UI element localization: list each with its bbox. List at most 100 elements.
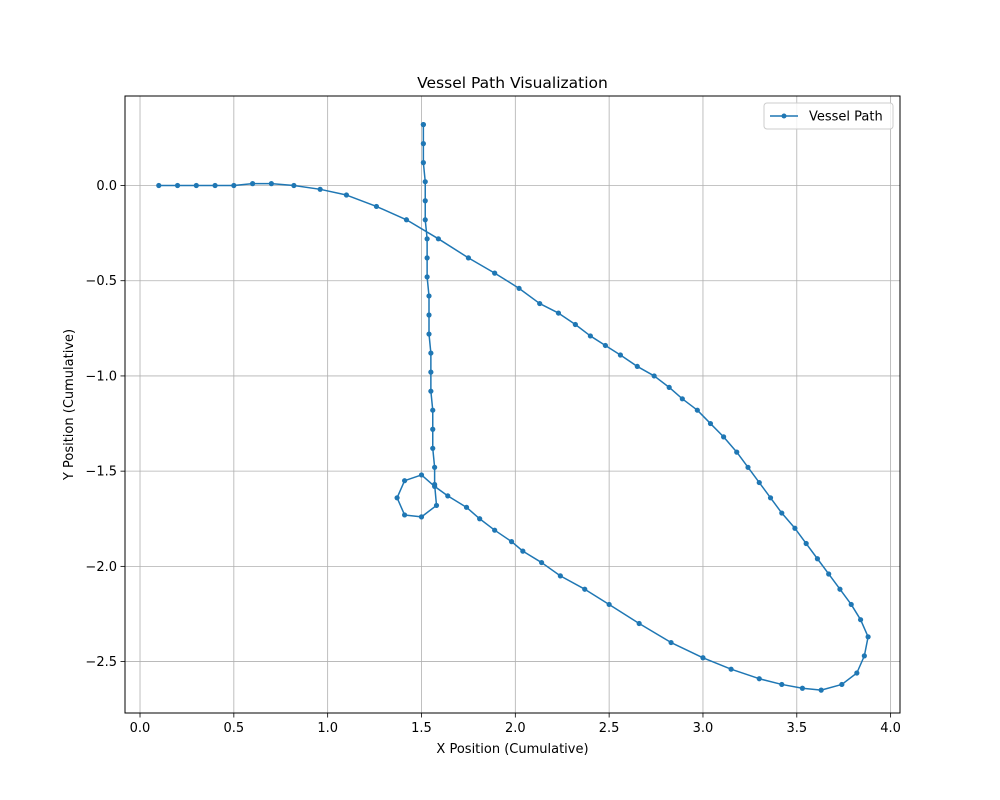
data-point — [435, 236, 441, 242]
ticks: 0.0 0.5 1.0 1.5 2.0 2.5 3.0 3.5 4.0 0.0 −0.5 −1.0 −1… — [85, 179, 901, 736]
data-point — [756, 479, 762, 486]
data-point — [779, 510, 785, 516]
x-tick-label: 3.0 — [693, 721, 714, 736]
x-tick-label: 3.5 — [786, 721, 807, 736]
plot-frame — [124, 95, 901, 714]
data-point — [212, 182, 218, 189]
data-point — [508, 539, 515, 545]
data-point — [516, 285, 522, 291]
data-point — [854, 670, 860, 676]
data-point — [839, 681, 845, 688]
data-point — [432, 481, 438, 488]
data-point — [865, 634, 871, 640]
data-point — [463, 504, 470, 510]
data-point — [537, 300, 543, 307]
data-point — [668, 639, 674, 646]
data-point — [343, 192, 350, 198]
data-point — [857, 617, 864, 623]
y-tick-label: −2.0 — [85, 560, 117, 575]
x-tick-label: 1.0 — [317, 721, 338, 736]
y-tick-label: −1.5 — [85, 465, 117, 480]
data-point — [538, 559, 545, 566]
data-point — [792, 525, 798, 531]
data-point — [174, 182, 181, 189]
data-point — [250, 181, 256, 187]
data-point — [520, 548, 526, 554]
data-point — [424, 236, 430, 242]
x-tick-label: 2.0 — [505, 721, 526, 736]
y-tick-label: −2.5 — [85, 655, 117, 670]
chart-title: Vessel Path Visualization — [417, 74, 608, 92]
data-point — [734, 449, 740, 455]
data-point — [767, 495, 774, 501]
data-point — [779, 681, 785, 688]
data-point — [430, 426, 436, 432]
data-point — [837, 586, 843, 592]
data-point — [587, 333, 593, 339]
legend-label: Vessel Path — [809, 110, 883, 125]
data-point — [426, 312, 432, 318]
data-point — [420, 121, 426, 128]
data-point — [402, 478, 408, 484]
data-point — [445, 493, 451, 499]
x-axis-label: X Position (Cumulative) — [436, 742, 588, 757]
data-point — [799, 685, 806, 691]
data-point — [193, 182, 199, 189]
data-point — [803, 540, 809, 547]
data-point — [848, 601, 854, 608]
data-point — [430, 407, 436, 413]
data-point — [492, 270, 498, 276]
data-point — [651, 373, 657, 379]
data-point — [861, 653, 867, 659]
data-point — [432, 464, 438, 470]
data-point — [424, 274, 430, 280]
legend-marker-swatch — [781, 113, 787, 119]
data-point — [403, 217, 410, 223]
data-point — [477, 516, 483, 522]
data-point — [707, 420, 714, 427]
data-point — [424, 255, 430, 261]
data-point — [428, 369, 434, 375]
data-point — [156, 182, 162, 189]
data-point — [826, 571, 832, 577]
data-point — [606, 601, 612, 608]
legend-box — [763, 102, 894, 130]
data-point — [420, 160, 426, 166]
data-point — [756, 676, 762, 682]
data-point — [617, 352, 624, 358]
data-point — [814, 556, 821, 562]
x-tick-label: 2.5 — [599, 721, 620, 736]
data-point — [422, 179, 428, 185]
data-point — [426, 293, 432, 299]
data-point — [728, 666, 734, 672]
x-tick-label: 4.0 — [880, 721, 901, 736]
data-point — [465, 255, 471, 261]
data-point — [373, 203, 380, 210]
data-point — [666, 384, 672, 390]
data-point — [602, 342, 608, 349]
data-point — [679, 396, 685, 402]
data-point — [582, 586, 588, 592]
data-point — [428, 388, 434, 394]
data-point — [721, 434, 727, 440]
data-point — [418, 472, 425, 478]
data-point — [291, 182, 297, 189]
data-point — [426, 331, 432, 337]
data-point — [634, 363, 640, 370]
legend: Vessel Path — [763, 102, 894, 130]
data-point — [428, 350, 434, 356]
x-tick-label: 0.5 — [223, 721, 244, 736]
data-point — [694, 407, 700, 413]
data-point — [402, 512, 408, 518]
data-point — [268, 181, 274, 187]
y-tick-label: −0.5 — [85, 274, 117, 289]
data-point — [700, 655, 706, 661]
series-layer — [156, 121, 871, 693]
y-tick-label: 0.0 — [96, 179, 117, 194]
data-point — [317, 186, 323, 192]
data-point — [418, 514, 425, 520]
data-point — [492, 527, 498, 533]
